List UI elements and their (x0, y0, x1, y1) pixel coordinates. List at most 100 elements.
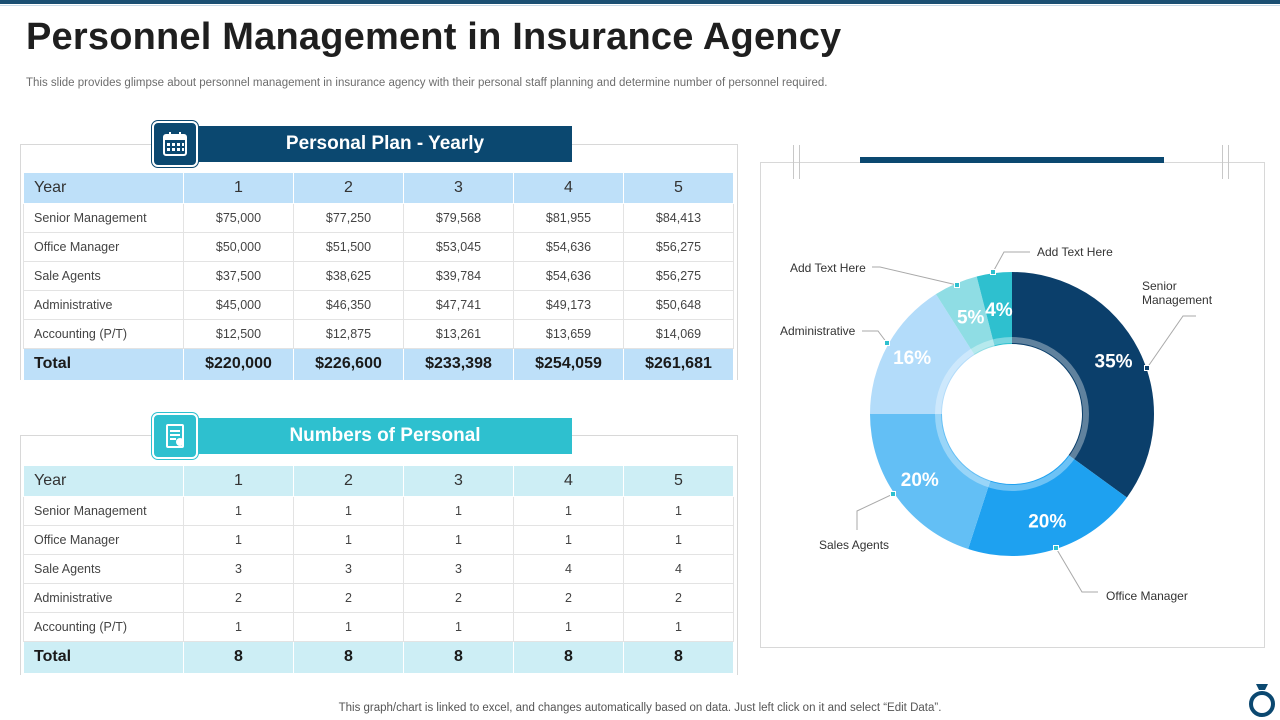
table-cell: 2 (293, 583, 404, 613)
row-label: Senior Management (23, 203, 184, 233)
table-cell: $13,659 (513, 319, 624, 349)
row-label: Total (23, 348, 184, 382)
table-row: Accounting (P/T) 1 1 1 1 1 (23, 612, 734, 642)
table-cell: 1 (623, 612, 734, 642)
chart-top-bar (860, 157, 1164, 163)
leader-line (992, 251, 1030, 273)
leader-dot (890, 491, 896, 497)
slice-percent-label: 20% (1028, 511, 1066, 532)
table-row: Senior Management 1 1 1 1 1 (23, 496, 734, 526)
slice-percent-label: 35% (1095, 351, 1133, 372)
footer-note: This graph/chart is linked to excel, and… (338, 702, 942, 714)
table-cell: $56,275 (623, 232, 734, 262)
chart-frame-tick (1222, 145, 1223, 179)
table-row: Accounting (P/T) $12,500 $12,875 $13,261 $13… (23, 319, 734, 349)
leader-dot (884, 340, 890, 346)
slice-category-label: Senior (1142, 279, 1177, 293)
chart-frame-tick (799, 145, 800, 179)
table-row: Office Manager 1 1 1 1 1 (23, 525, 734, 555)
top-accent-line-thin (0, 5, 1280, 6)
top-accent-line (0, 0, 1280, 4)
leader-line (872, 266, 958, 286)
table-cell: $56,275 (623, 261, 734, 291)
plan-table: Year 1 2 3 4 5 Senior Management $75,000 $77,250… (23, 172, 734, 382)
chart-frame-tick (1228, 145, 1229, 179)
table-cell: $53,045 (403, 232, 514, 262)
row-label: Total (23, 641, 184, 675)
slice-percent-label: 20% (901, 470, 939, 491)
table-cell: $14,069 (623, 319, 734, 349)
slice-category-label: Add Text Here (790, 261, 866, 275)
donut-inner-ring (935, 337, 1089, 491)
column-header: Year (23, 172, 184, 204)
column-header: 5 (623, 172, 734, 204)
table-cell: $220,000 (183, 348, 294, 382)
table-cell: 8 (513, 641, 624, 675)
table-total-row: Total $220,000 $226,600 $233,398 $254,059 $26… (23, 348, 734, 382)
table-cell: $233,398 (403, 348, 514, 382)
table-cell: 1 (623, 525, 734, 555)
table-cell: 4 (513, 554, 624, 584)
donut-slice (968, 455, 1127, 556)
slice-percent-label: 5% (957, 308, 985, 329)
leader-line (1055, 547, 1098, 593)
table-row: Administrative 2 2 2 2 2 (23, 583, 734, 613)
leader-dot (954, 282, 960, 288)
leader-dot (1144, 365, 1150, 371)
leader-line (1146, 315, 1196, 369)
donut-slice (870, 294, 975, 414)
table-cell: $13,261 (403, 319, 514, 349)
table-cell: 8 (623, 641, 734, 675)
table-cell: 2 (403, 583, 514, 613)
table-cell: $254,059 (513, 348, 624, 382)
table-cell: $12,875 (293, 319, 404, 349)
table-cell: $84,413 (623, 203, 734, 233)
row-label: Administrative (23, 583, 184, 613)
count-table: Year 1 2 3 4 5 Senior Management 1 1 1 1 1 Office Ma… (23, 465, 734, 675)
table-cell: $37,500 (183, 261, 294, 291)
table-cell: 1 (513, 496, 624, 526)
column-header: 1 (183, 172, 294, 204)
column-header: 5 (623, 465, 734, 497)
table-cell: $54,636 (513, 261, 624, 291)
donut-slice (935, 276, 995, 355)
table-total-row: Total 8 8 8 8 8 (23, 641, 734, 675)
donut-slice (1012, 272, 1154, 498)
slice-percent-label: 4% (985, 300, 1013, 321)
row-label: Sale Agents (23, 554, 184, 584)
plan-heading: Personal Plan - Yearly (198, 126, 572, 162)
column-header: 2 (293, 172, 404, 204)
donut-slice (976, 272, 1012, 347)
table-header-row: Year 1 2 3 4 5 (23, 172, 734, 204)
count-heading: Numbers of Personal (198, 418, 572, 454)
row-label: Administrative (23, 290, 184, 320)
chart-frame-tick (793, 145, 794, 179)
donut-slice (870, 414, 991, 550)
table-cell: 8 (403, 641, 514, 675)
table-cell: 8 (183, 641, 294, 675)
column-header: 1 (183, 465, 294, 497)
slice-category-label: Office Manager (1106, 589, 1188, 603)
table-cell: 1 (403, 612, 514, 642)
leader-dot (990, 269, 996, 275)
table-header-row: Year 1 2 3 4 5 (23, 465, 734, 497)
column-header: 4 (513, 172, 624, 204)
logo-icon (1249, 684, 1275, 717)
table-cell: $75,000 (183, 203, 294, 233)
column-header: 4 (513, 465, 624, 497)
table-cell: 2 (183, 583, 294, 613)
table-cell: $49,173 (513, 290, 624, 320)
table-cell: 3 (403, 554, 514, 584)
column-header: 2 (293, 465, 404, 497)
table-cell: 1 (403, 525, 514, 555)
row-label: Office Manager (23, 232, 184, 262)
table-cell: $226,600 (293, 348, 404, 382)
column-header: 3 (403, 172, 514, 204)
document-icon (152, 413, 198, 459)
slice-category-label: Sales Agents (819, 538, 889, 552)
table-cell: 1 (293, 612, 404, 642)
page-title: Personnel Management in Insurance Agency (26, 16, 842, 58)
table-cell: $261,681 (623, 348, 734, 382)
table-cell: $38,625 (293, 261, 404, 291)
